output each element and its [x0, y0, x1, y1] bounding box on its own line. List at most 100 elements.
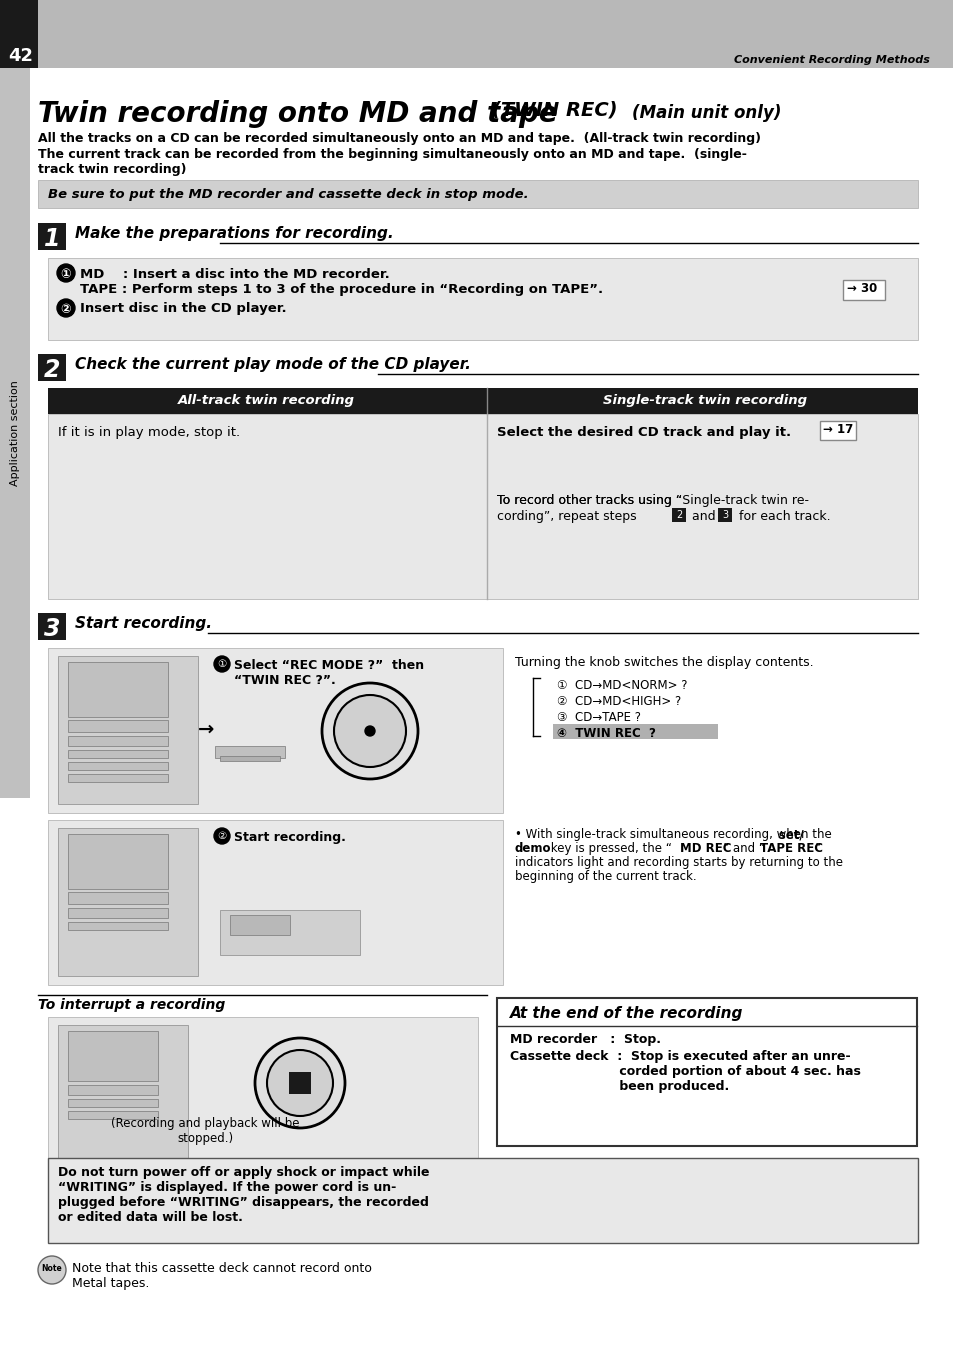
Bar: [553, 724, 718, 739]
Bar: [48, 258, 917, 340]
Text: → 17: → 17: [822, 423, 852, 436]
Bar: [48, 648, 502, 813]
Text: cording”, repeat steps: cording”, repeat steps: [497, 509, 640, 523]
Text: Make the preparations for recording.: Make the preparations for recording.: [75, 226, 394, 240]
Text: key is pressed, the “: key is pressed, the “: [546, 842, 671, 855]
Text: ①: ①: [217, 659, 227, 669]
Text: All the tracks on a CD can be recorded simultaneously onto an MD and tape.  (All: All the tracks on a CD can be recorded s…: [38, 132, 760, 145]
Text: Select “REC MODE ?”  then: Select “REC MODE ?” then: [233, 659, 424, 671]
Text: 1: 1: [44, 227, 60, 251]
Text: → 30: → 30: [846, 282, 877, 295]
Bar: [38, 613, 66, 640]
Text: (Recording and playback will be: (Recording and playback will be: [111, 1117, 299, 1129]
Text: for each track.: for each track.: [734, 509, 830, 523]
Bar: [68, 908, 168, 917]
Text: ③  CD→TAPE ?: ③ CD→TAPE ?: [557, 711, 640, 724]
Bar: [289, 1071, 311, 1094]
Text: Start recording.: Start recording.: [75, 616, 212, 631]
Text: TAPE REC: TAPE REC: [760, 842, 822, 855]
Bar: [214, 746, 285, 758]
Bar: [220, 911, 359, 955]
Bar: [48, 1158, 917, 1243]
Bar: [68, 1111, 158, 1119]
Bar: [38, 180, 917, 208]
Text: Do not turn power off or apply shock or impact while: Do not turn power off or apply shock or …: [58, 1166, 429, 1179]
Circle shape: [57, 299, 75, 317]
Text: All-track twin recording: All-track twin recording: [177, 394, 355, 407]
Text: been produced.: been produced.: [510, 1079, 728, 1093]
Text: plugged before “WRITING” disappears, the recorded: plugged before “WRITING” disappears, the…: [58, 1196, 429, 1209]
Bar: [48, 413, 917, 598]
Text: Note that this cassette deck cannot record onto: Note that this cassette deck cannot reco…: [71, 1262, 372, 1275]
Text: “TWIN REC ?”.: “TWIN REC ?”.: [233, 674, 335, 688]
Bar: [68, 662, 168, 717]
Text: 42: 42: [9, 47, 33, 65]
Bar: [68, 921, 168, 929]
Circle shape: [254, 1038, 345, 1128]
Text: ”: ”: [814, 842, 821, 855]
Bar: [58, 1025, 188, 1163]
Text: Application section: Application section: [10, 380, 20, 486]
Text: set/: set/: [522, 828, 802, 842]
Text: To record other tracks using “Single-track twin re-: To record other tracks using “Single-tra…: [497, 494, 808, 507]
Text: Be sure to put the MD recorder and cassette deck in stop mode.: Be sure to put the MD recorder and casse…: [48, 188, 528, 201]
Text: ①  CD→MD<NORM> ?: ① CD→MD<NORM> ?: [557, 680, 687, 692]
Bar: [68, 1098, 158, 1106]
Text: TAPE : Perform steps 1 to 3 of the procedure in “Recording on TAPE”.: TAPE : Perform steps 1 to 3 of the proce…: [80, 282, 602, 296]
Bar: [48, 1017, 477, 1173]
Text: or edited data will be lost.: or edited data will be lost.: [58, 1210, 243, 1224]
Circle shape: [213, 657, 230, 671]
Text: To interrupt a recording: To interrupt a recording: [38, 998, 225, 1012]
Bar: [68, 736, 168, 746]
Bar: [230, 915, 290, 935]
Text: Note: Note: [42, 1265, 62, 1273]
Text: MD    : Insert a disc into the MD recorder.: MD : Insert a disc into the MD recorder.: [80, 267, 390, 281]
Bar: [48, 820, 502, 985]
Text: Cassette deck  :  Stop is executed after an unre-: Cassette deck : Stop is executed after a…: [510, 1050, 850, 1063]
Text: indicators light and recording starts by returning to the: indicators light and recording starts by…: [515, 857, 842, 869]
Bar: [0, 0, 953, 68]
Bar: [718, 508, 731, 521]
Text: ②: ②: [217, 831, 227, 842]
Text: ④  TWIN REC  ?: ④ TWIN REC ?: [557, 727, 655, 740]
Text: beginning of the current track.: beginning of the current track.: [515, 870, 696, 884]
Text: Insert disc in the CD player.: Insert disc in the CD player.: [80, 303, 286, 315]
Text: 3: 3: [721, 509, 727, 520]
Circle shape: [322, 684, 417, 780]
Bar: [0, 0, 38, 68]
Bar: [820, 422, 855, 440]
Text: stopped.): stopped.): [176, 1132, 233, 1146]
Text: track twin recording): track twin recording): [38, 163, 186, 176]
Bar: [68, 892, 168, 904]
Bar: [497, 998, 916, 1146]
Text: corded portion of about 4 sec. has: corded portion of about 4 sec. has: [510, 1065, 860, 1078]
Circle shape: [213, 828, 230, 844]
Text: Metal tapes.: Metal tapes.: [71, 1277, 150, 1290]
Text: (TWIN REC): (TWIN REC): [492, 100, 617, 119]
Text: demo: demo: [515, 842, 551, 855]
Bar: [220, 757, 280, 761]
Text: The current track can be recorded from the beginning simultaneously onto an MD a: The current track can be recorded from t…: [38, 149, 746, 161]
Bar: [68, 1031, 158, 1081]
Text: “WRITING” is displayed. If the power cord is un-: “WRITING” is displayed. If the power cor…: [58, 1181, 395, 1194]
Text: Select the desired CD track and play it.: Select the desired CD track and play it.: [497, 426, 790, 439]
Text: MD REC: MD REC: [679, 842, 731, 855]
Circle shape: [334, 694, 406, 767]
Bar: [58, 828, 198, 975]
Circle shape: [267, 1050, 333, 1116]
Circle shape: [38, 1256, 66, 1283]
Text: 2: 2: [44, 358, 60, 382]
Text: →: →: [198, 720, 214, 739]
Text: ②  CD→MD<HIGH> ?: ② CD→MD<HIGH> ?: [557, 694, 680, 708]
Text: (Main unit only): (Main unit only): [631, 104, 781, 122]
Bar: [58, 657, 198, 804]
Bar: [68, 774, 168, 782]
Text: Twin recording onto MD and tape: Twin recording onto MD and tape: [38, 100, 558, 128]
Bar: [68, 1085, 158, 1096]
Text: and: and: [687, 509, 719, 523]
Circle shape: [57, 263, 75, 282]
Text: 2: 2: [675, 509, 681, 520]
Bar: [671, 508, 685, 521]
Bar: [38, 223, 66, 250]
Text: Check the current play mode of the CD player.: Check the current play mode of the CD pl…: [75, 357, 471, 372]
